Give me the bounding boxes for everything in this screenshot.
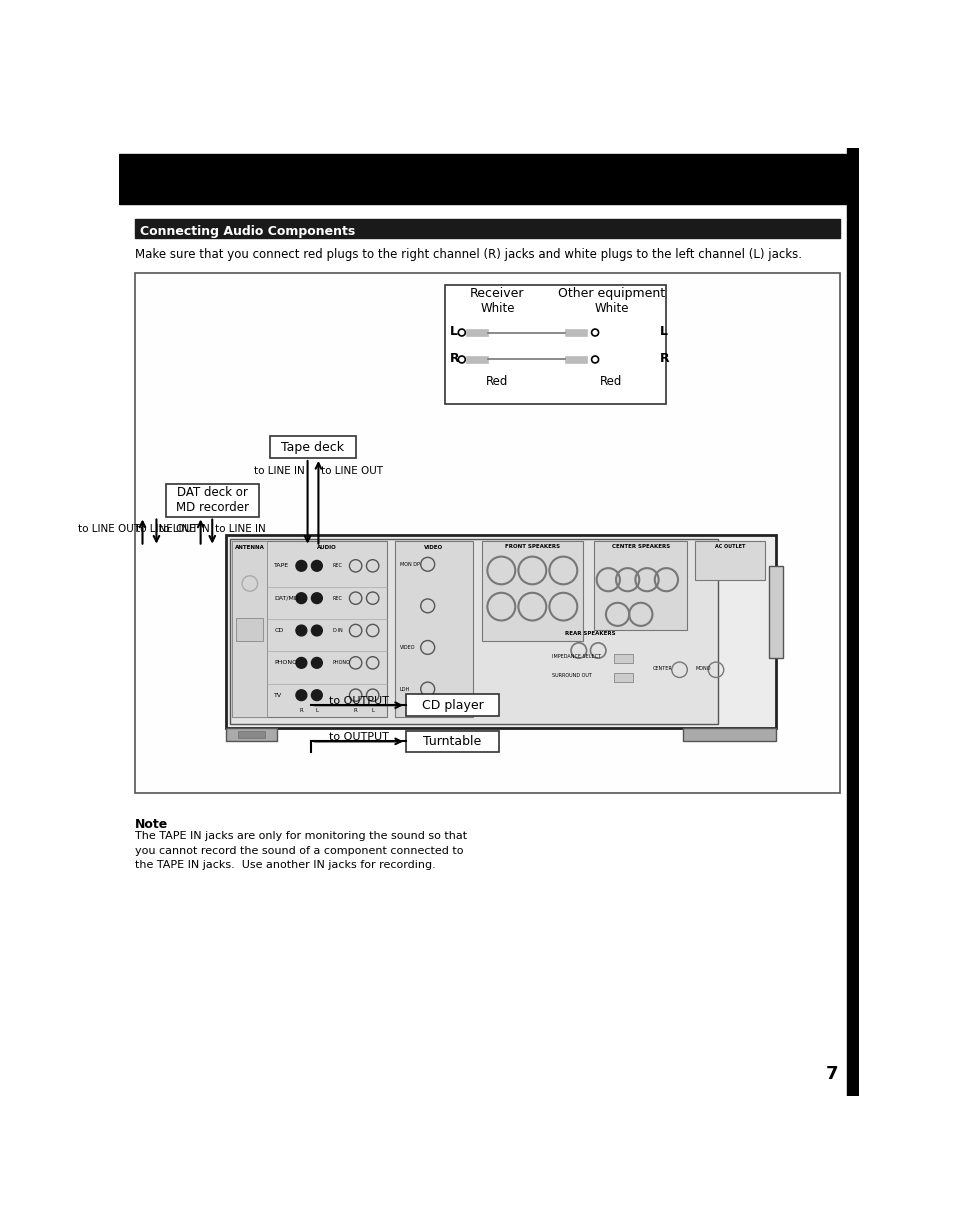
Bar: [466, 357, 488, 363]
Text: White: White: [479, 303, 515, 315]
Text: CENTER: CENTER: [652, 666, 672, 671]
Bar: [613, 673, 633, 682]
Text: Note: Note: [134, 817, 168, 831]
Text: Red: Red: [486, 375, 508, 388]
Text: to LINE IN: to LINE IN: [158, 524, 210, 534]
Circle shape: [295, 657, 307, 668]
Text: Connecting Audio Components: Connecting Audio Components: [140, 225, 355, 238]
Circle shape: [311, 593, 322, 603]
Text: The TAPE IN jacks are only for monitoring the sound so that
you cannot record th: The TAPE IN jacks are only for monitorin…: [134, 831, 466, 870]
Bar: [270, 437, 355, 458]
Bar: [166, 484, 258, 517]
Text: FRONT SPEAKERS: FRONT SPEAKERS: [504, 544, 559, 549]
Text: CD: CD: [274, 628, 283, 633]
Bar: [466, 330, 488, 336]
Bar: [230, 539, 718, 724]
Text: VIDEO: VIDEO: [424, 545, 443, 550]
Text: R: R: [299, 708, 303, 713]
Text: DAT/MD: DAT/MD: [274, 596, 298, 601]
Bar: [846, 148, 858, 1096]
Bar: [233, 542, 387, 716]
Bar: [613, 654, 633, 662]
Text: to LINE OUT: to LINE OUT: [136, 524, 198, 534]
Text: ANTENNA: ANTENNA: [234, 545, 265, 550]
Text: DAT deck or
MD recorder: DAT deck or MD recorder: [175, 486, 249, 515]
Text: PHONO: PHONO: [274, 660, 297, 665]
Circle shape: [295, 593, 307, 603]
Bar: [134, 219, 840, 238]
Text: D-IN: D-IN: [332, 628, 343, 633]
Text: Turntable: Turntable: [423, 735, 481, 748]
Bar: [236, 618, 263, 641]
Bar: [237, 731, 265, 739]
Circle shape: [311, 657, 322, 668]
Bar: [406, 694, 498, 716]
Text: to LINE OUT: to LINE OUT: [320, 465, 382, 475]
Text: TAPE: TAPE: [274, 564, 289, 569]
Text: Red: Red: [599, 375, 622, 388]
Text: L: L: [371, 708, 374, 713]
Text: R: R: [659, 352, 669, 366]
Text: 7: 7: [825, 1065, 838, 1083]
Circle shape: [311, 625, 322, 636]
Text: R: R: [354, 708, 357, 713]
Text: VIDEO: VIDEO: [399, 645, 415, 650]
Bar: [233, 542, 267, 716]
Bar: [768, 566, 781, 659]
Text: REAR SPEAKERS: REAR SPEAKERS: [564, 632, 615, 636]
Text: SURROUND OUT: SURROUND OUT: [551, 673, 591, 678]
Text: White: White: [594, 303, 628, 315]
Text: Make sure that you connect red plugs to the right channel (R) jacks and white pl: Make sure that you connect red plugs to …: [134, 247, 801, 261]
Text: to LINE IN: to LINE IN: [254, 465, 305, 475]
Text: Receiver: Receiver: [470, 287, 524, 300]
Text: CENTER SPEAKERS: CENTER SPEAKERS: [611, 544, 669, 549]
Bar: [395, 542, 472, 716]
Text: CD player: CD player: [421, 699, 483, 712]
Text: LDH: LDH: [399, 687, 410, 692]
Text: Tape deck: Tape deck: [281, 441, 344, 454]
Bar: [594, 542, 686, 630]
Text: AC OUTLET: AC OUTLET: [714, 544, 744, 549]
Circle shape: [311, 689, 322, 700]
Text: to OUTPUT: to OUTPUT: [329, 732, 388, 742]
Text: MON DP: MON DP: [399, 561, 419, 566]
Bar: [564, 357, 586, 363]
Bar: [444, 284, 665, 404]
Bar: [695, 542, 764, 580]
Text: to OUTPUT: to OUTPUT: [329, 696, 388, 705]
Bar: [119, 154, 845, 204]
Text: L: L: [449, 325, 456, 339]
Text: REC: REC: [332, 596, 342, 601]
Text: to LINE IN: to LINE IN: [214, 524, 265, 534]
Bar: [134, 273, 840, 793]
Text: to LINE OUT: to LINE OUT: [78, 524, 140, 534]
Text: REC: REC: [332, 564, 342, 569]
Text: L: L: [315, 708, 318, 713]
Bar: [682, 728, 776, 741]
Text: MONO: MONO: [695, 666, 710, 671]
Circle shape: [295, 560, 307, 571]
Text: Other equipment: Other equipment: [558, 287, 664, 300]
Bar: [226, 535, 776, 728]
Bar: [406, 731, 498, 752]
Bar: [481, 542, 582, 641]
Text: IMPEDANCE SELECT: IMPEDANCE SELECT: [551, 654, 600, 660]
Text: L: L: [659, 325, 667, 339]
Text: PHONO: PHONO: [332, 660, 350, 665]
Circle shape: [311, 560, 322, 571]
Circle shape: [295, 625, 307, 636]
Circle shape: [295, 689, 307, 700]
Bar: [226, 728, 276, 741]
Text: R: R: [449, 352, 458, 366]
Bar: [564, 330, 586, 336]
Text: AUDIO: AUDIO: [317, 545, 336, 550]
Text: TV: TV: [274, 693, 282, 698]
